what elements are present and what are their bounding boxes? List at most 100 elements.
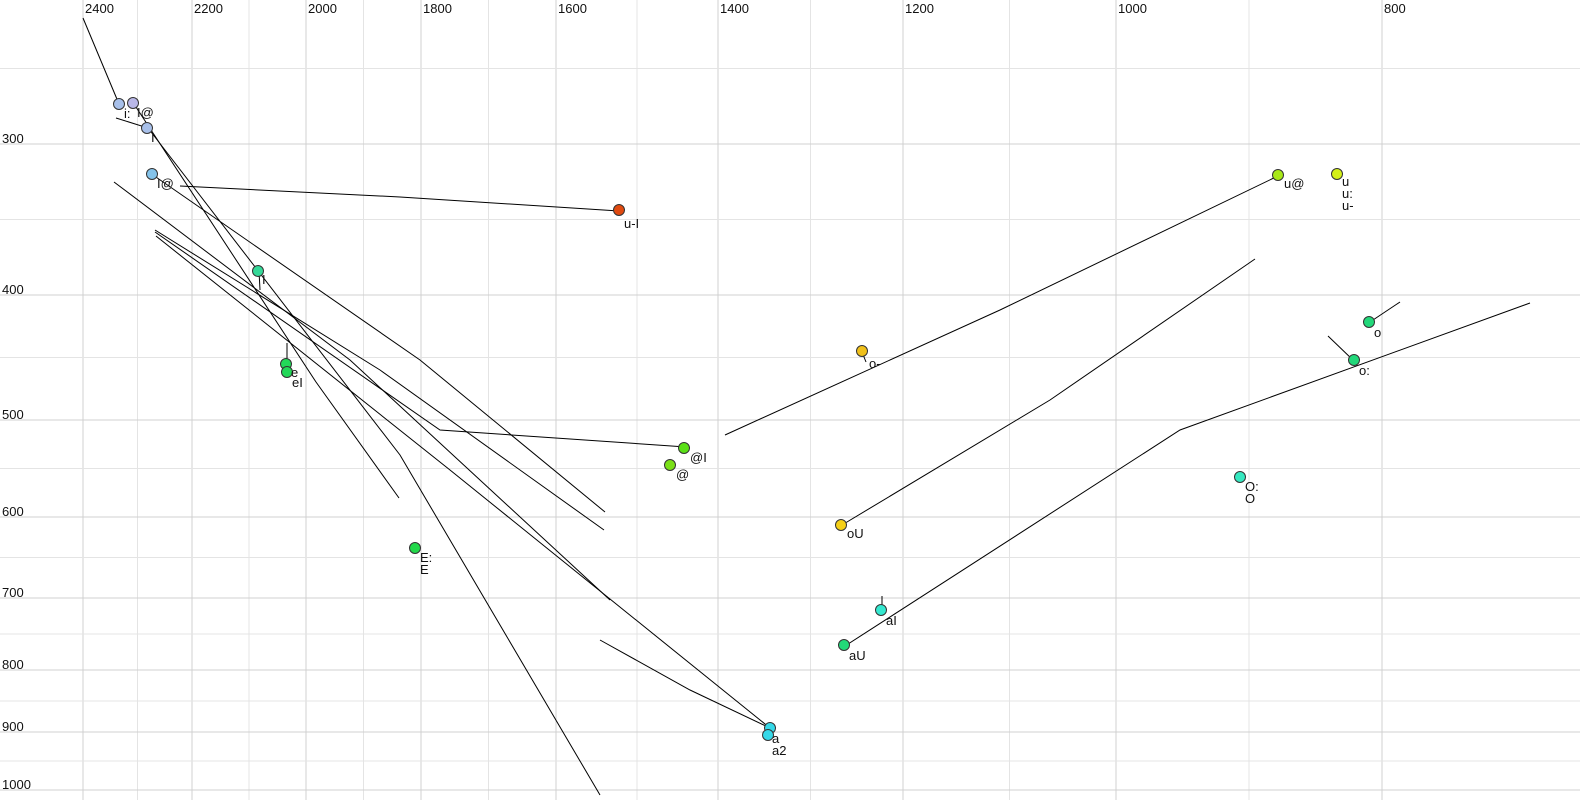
x-tick-label: 1000 bbox=[1118, 1, 1147, 16]
data-point-label-line: aU bbox=[849, 648, 866, 663]
y-tick-label: 700 bbox=[2, 585, 24, 600]
data-point-label-line: o bbox=[1374, 325, 1382, 340]
x-tick-label: 1200 bbox=[905, 1, 934, 16]
data-point-label: I@ bbox=[137, 105, 154, 120]
trajectory-line bbox=[155, 235, 771, 729]
data-point-label-line: e bbox=[291, 365, 299, 380]
data-point-marker[interactable] bbox=[1272, 169, 1284, 181]
data-point-label-line: I@ bbox=[137, 105, 154, 120]
data-point-marker[interactable] bbox=[281, 366, 293, 378]
data-point-label-line: O: bbox=[1245, 479, 1259, 494]
data-point-label-line: oU bbox=[847, 526, 864, 541]
data-point-label-line: @I bbox=[690, 450, 707, 465]
data-point-label: aI bbox=[886, 613, 897, 628]
data-point-label-line: u bbox=[1342, 174, 1350, 189]
data-point-label-line: I bbox=[262, 272, 266, 287]
data-point-marker[interactable] bbox=[113, 98, 125, 110]
data-point-label-line: a bbox=[772, 731, 780, 746]
trajectory-line bbox=[152, 174, 606, 513]
data-point-label: o- bbox=[869, 356, 881, 371]
y-tick-label: 900 bbox=[2, 719, 24, 734]
y-tick-label: 600 bbox=[2, 504, 24, 519]
x-tick-label: 2200 bbox=[194, 1, 223, 16]
data-point-marker[interactable] bbox=[252, 265, 264, 277]
data-point-label: o: bbox=[1359, 363, 1370, 378]
x-tick-label: 1400 bbox=[720, 1, 749, 16]
data-point-marker[interactable] bbox=[409, 542, 421, 554]
data-point-marker[interactable] bbox=[838, 639, 850, 651]
data-point-label: a a2 bbox=[772, 731, 787, 758]
data-point-marker[interactable] bbox=[1234, 471, 1246, 483]
data-point-label: I bbox=[151, 130, 155, 145]
y-tick-label: 1000 bbox=[2, 777, 31, 792]
trajectory-line bbox=[82, 17, 120, 105]
data-point-label: @ bbox=[676, 467, 690, 482]
data-point-label-line: u: bbox=[1342, 186, 1353, 201]
data-point-label: @I bbox=[690, 450, 707, 465]
y-tick-label: 500 bbox=[2, 407, 24, 422]
data-point-label-line: u- bbox=[1342, 198, 1354, 213]
data-point-label: u u: u- bbox=[1342, 174, 1354, 213]
data-point-label: aU bbox=[849, 648, 866, 663]
data-point-marker[interactable] bbox=[613, 204, 625, 216]
data-point-label-line: E bbox=[420, 562, 429, 577]
data-point-marker[interactable] bbox=[875, 604, 887, 616]
data-point-label-line: O bbox=[1245, 491, 1256, 506]
x-tick-label: 800 bbox=[1384, 1, 1406, 16]
data-point-label-line: i: bbox=[124, 106, 131, 121]
trajectory-line bbox=[113, 181, 611, 601]
data-point-label-line: I bbox=[151, 130, 155, 145]
y-tick-label: 300 bbox=[2, 131, 24, 146]
data-point-label: O: O bbox=[1245, 479, 1259, 506]
trajectory-line bbox=[1369, 301, 1401, 323]
trajectory-line bbox=[133, 103, 400, 499]
data-point-marker[interactable] bbox=[678, 442, 690, 454]
data-point-label: oU bbox=[847, 526, 864, 541]
data-point-marker[interactable] bbox=[835, 519, 847, 531]
data-point-label-line: E: bbox=[420, 550, 433, 565]
data-point-label-line: eI bbox=[292, 375, 303, 390]
trajectory-line bbox=[724, 175, 1279, 436]
data-point-label: E: E bbox=[420, 550, 433, 577]
data-point-label-line: a2 bbox=[772, 743, 787, 758]
x-tick-label: 2400 bbox=[85, 1, 114, 16]
trajectory-line bbox=[179, 185, 620, 212]
data-point-label: eI bbox=[292, 375, 303, 390]
data-point-label: I@ bbox=[157, 176, 174, 191]
data-point-marker[interactable] bbox=[762, 729, 774, 741]
data-point-label-line: o- bbox=[869, 356, 881, 371]
y-tick-label: 800 bbox=[2, 657, 24, 672]
trajectory-line bbox=[115, 117, 601, 796]
data-point-label: o bbox=[1374, 325, 1382, 340]
y-tick-label: 400 bbox=[2, 282, 24, 297]
data-point-label-line: u@ bbox=[1284, 176, 1305, 191]
trajectory-line bbox=[154, 231, 687, 448]
data-point-marker[interactable] bbox=[664, 459, 676, 471]
data-point-label: I bbox=[262, 272, 266, 287]
data-point-marker[interactable] bbox=[141, 122, 153, 134]
x-tick-label: 2000 bbox=[308, 1, 337, 16]
trajectory-line bbox=[154, 229, 605, 531]
trajectory-line bbox=[599, 639, 771, 729]
data-point-label-line: o: bbox=[1359, 363, 1370, 378]
data-point-marker[interactable] bbox=[127, 97, 139, 109]
data-point-label-line: I@ bbox=[157, 176, 174, 191]
x-tick-label: 1800 bbox=[423, 1, 452, 16]
trajectory-line bbox=[844, 302, 1531, 647]
data-point-marker[interactable] bbox=[856, 345, 868, 357]
data-point-marker[interactable] bbox=[1331, 168, 1343, 180]
data-point-label: e bbox=[291, 365, 299, 380]
data-point-label-line: u-I bbox=[624, 216, 640, 231]
data-point-label-line: aI bbox=[886, 613, 897, 628]
data-point-label: u@ bbox=[1284, 176, 1305, 191]
trajectory-line bbox=[841, 258, 1256, 526]
x-tick-label: 1600 bbox=[558, 1, 587, 16]
data-point-label: u-I bbox=[624, 216, 640, 231]
data-point-label-line: @ bbox=[676, 467, 690, 482]
data-point-label: i: bbox=[124, 106, 131, 121]
data-point-marker[interactable] bbox=[1363, 316, 1375, 328]
data-point-marker[interactable] bbox=[1348, 354, 1360, 366]
data-point-marker[interactable] bbox=[146, 168, 158, 180]
